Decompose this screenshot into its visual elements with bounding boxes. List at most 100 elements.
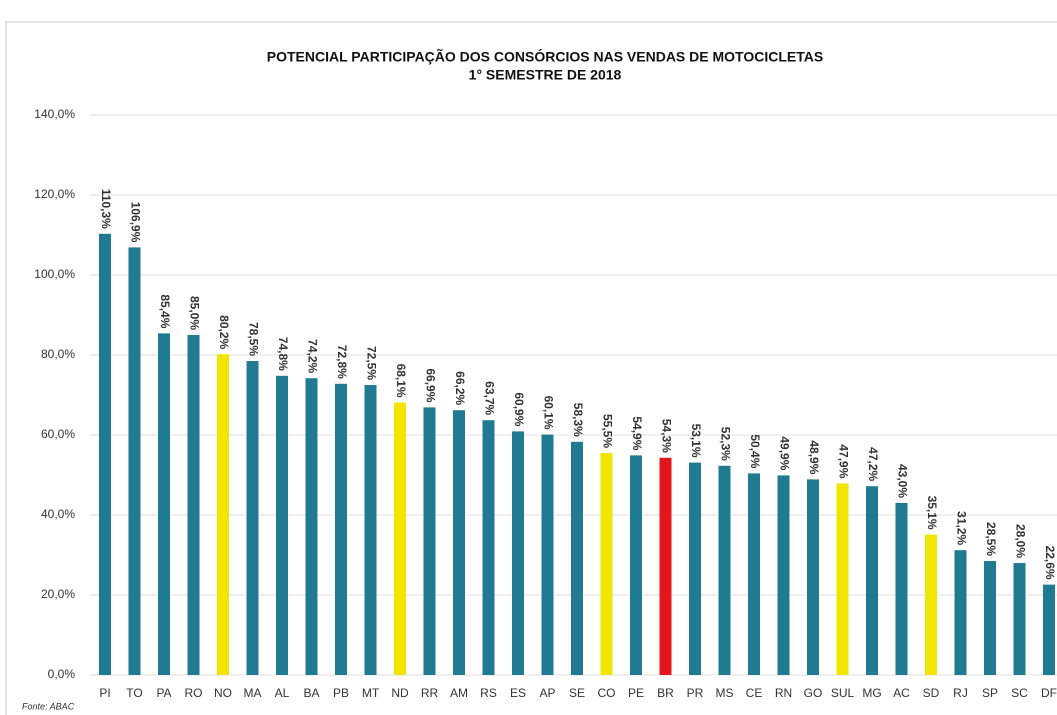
x-tick-label: SD — [923, 686, 940, 700]
bar — [689, 462, 701, 675]
value-label: 66,9% — [423, 368, 437, 402]
x-tick-label: PR — [687, 686, 704, 700]
x-tick-label: ND — [391, 686, 409, 700]
bar — [748, 473, 760, 675]
x-tick-label: MG — [862, 686, 881, 700]
bar — [984, 561, 996, 675]
y-tick-label: 60,0% — [41, 427, 75, 441]
x-tick-label: GO — [804, 686, 823, 700]
bar — [836, 483, 849, 675]
value-label: 50,4% — [748, 434, 762, 468]
value-label: 58,3% — [571, 403, 585, 437]
value-label: 22,6% — [1043, 546, 1057, 580]
bar — [600, 453, 613, 675]
chart-subtitle: 1° SEMESTRE DE 2018 — [469, 67, 622, 83]
bar — [925, 534, 937, 675]
x-tick-label: NO — [214, 686, 232, 700]
y-tick-label: 20,0% — [41, 587, 75, 601]
value-label: 74,8% — [276, 337, 290, 371]
x-tick-label: SP — [982, 686, 998, 700]
bar — [453, 410, 465, 675]
x-tick-label: RR — [421, 686, 439, 700]
chart-title: POTENCIAL PARTICIPAÇÃO DOS CONSÓRCIOS NA… — [267, 48, 823, 65]
frame — [5, 21, 1057, 715]
x-tick-label: CO — [598, 686, 616, 700]
value-label: 47,9% — [836, 444, 850, 478]
value-label: 110,3% — [99, 189, 113, 229]
bar — [364, 385, 377, 675]
x-tick-label: RS — [480, 686, 497, 700]
value-label: 106,9% — [128, 202, 142, 243]
bar — [895, 503, 908, 675]
value-label: 28,5% — [984, 522, 998, 556]
x-tick-label: SC — [1011, 686, 1028, 700]
bar — [482, 420, 495, 675]
x-tick-label: AM — [450, 686, 468, 700]
bar — [866, 486, 878, 675]
x-tick-label: BR — [657, 686, 674, 700]
bar — [423, 407, 436, 675]
value-label: 47,2% — [866, 447, 880, 481]
x-tick-label: DF — [1041, 686, 1057, 700]
y-tick-label: 40,0% — [41, 507, 75, 521]
value-label: 43,0% — [895, 464, 909, 498]
bar — [777, 475, 790, 675]
value-label: 78,5% — [246, 322, 260, 356]
bar — [954, 550, 967, 675]
bar — [659, 457, 672, 675]
bar — [1013, 563, 1026, 675]
bar — [276, 375, 288, 675]
bar — [571, 441, 583, 675]
y-tick-label: 140,0% — [34, 107, 75, 121]
value-label: 85,0% — [187, 296, 201, 330]
value-label: 54,9% — [630, 416, 644, 450]
x-tick-label: RN — [775, 686, 792, 700]
x-tick-label: MS — [716, 686, 734, 700]
bar — [99, 233, 111, 676]
bar — [807, 479, 819, 675]
bar — [718, 465, 731, 675]
x-tick-label: RO — [185, 686, 203, 700]
bar — [158, 333, 170, 675]
value-label: 60,1% — [541, 396, 555, 430]
value-label: 55,5% — [600, 414, 614, 448]
y-tick-label: 80,0% — [41, 347, 75, 361]
x-tick-label: BA — [303, 686, 319, 700]
value-label: 80,2% — [217, 315, 231, 349]
value-label: 85,4% — [158, 294, 172, 328]
y-tick-label: 120,0% — [34, 187, 75, 201]
value-label: 68,1% — [394, 364, 408, 398]
x-tick-label: MA — [244, 686, 262, 700]
value-label: 53,1% — [689, 424, 703, 458]
bar — [394, 402, 406, 675]
value-label: 72,8% — [335, 345, 349, 379]
value-label: 63,7% — [482, 381, 496, 415]
bar — [512, 431, 524, 675]
value-label: 60,9% — [512, 392, 526, 426]
x-tick-label: MT — [362, 686, 380, 700]
value-label: 35,1% — [925, 496, 939, 530]
value-label: 52,3% — [718, 427, 732, 461]
y-tick-label: 0,0% — [48, 667, 76, 681]
value-label: 72,5% — [364, 346, 378, 380]
bar — [187, 335, 200, 675]
bar — [1043, 584, 1055, 675]
y-tick-label: 100,0% — [34, 267, 75, 281]
x-tick-label: ES — [510, 686, 526, 700]
value-label: 49,9% — [777, 436, 791, 470]
x-tick-label: AL — [275, 686, 290, 700]
x-tick-label: SE — [569, 686, 585, 700]
value-label: 74,2% — [305, 339, 319, 373]
bar — [217, 354, 229, 675]
bar — [128, 247, 141, 675]
x-tick-label: PA — [156, 686, 171, 700]
bar — [335, 383, 347, 675]
bar — [305, 378, 318, 675]
x-tick-label: RJ — [953, 686, 968, 700]
value-label: 66,2% — [453, 371, 467, 405]
x-tick-label: PB — [333, 686, 349, 700]
source: Fonte: ABAC — [22, 701, 75, 711]
x-tick-label: SUL — [831, 686, 855, 700]
bar — [630, 455, 642, 675]
